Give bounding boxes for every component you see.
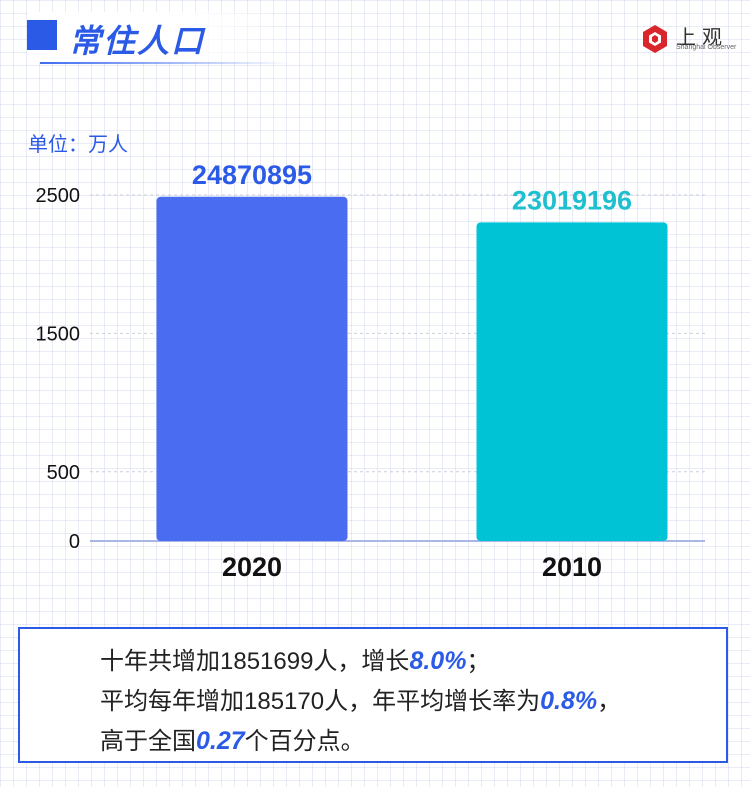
y-tick-label-1500: 1500 (36, 323, 81, 345)
bar-2020 (156, 196, 348, 542)
logo-text: 上观 (676, 25, 728, 49)
shanghai-observer-logo: 上观 Shanghai Observer (640, 22, 740, 56)
summary-box: 十年共增加1851699人，增长8.0%； 平均每年增加185170人，年平均增… (18, 627, 728, 763)
y-tick-label-2500: 2500 (36, 185, 81, 207)
population-bar-chart: 0 500 1500 2500 24870895 2020 23019196 2010 (36, 160, 705, 582)
summary-line-1: 十年共增加1851699人，增长8.0%； (100, 641, 490, 676)
summary-line-2: 平均每年增加185170人，年平均增长率为0.8%， (100, 681, 621, 716)
summary-line-3-text: 高于全国 (100, 728, 196, 755)
summary-line-1-text: 十年共增加1851699人，增长 (100, 648, 410, 675)
y-tick-label-0: 0 (69, 531, 80, 553)
summary-line-2-end: ， (597, 688, 622, 715)
title-banner: 常住人口 (27, 12, 289, 62)
unit-label: 单位：万人 (28, 134, 128, 156)
logo-subtext: Shanghai Observer (676, 44, 737, 51)
title-underline (40, 62, 290, 64)
annual-rate-highlight: 0.8% (540, 687, 598, 715)
growth-rate-highlight: 8.0% (409, 647, 467, 675)
points-highlight: 0.27 (196, 727, 245, 755)
summary-line-3-end: 个百分点。 (244, 728, 365, 755)
logo-icon (643, 25, 667, 53)
bar-2010 (476, 222, 668, 542)
data-label-2010: 23019196 (512, 185, 632, 215)
page-title: 常住人口 (69, 23, 206, 59)
x-tick-label-2020: 2020 (222, 552, 282, 582)
x-tick-label-2010: 2010 (542, 552, 602, 582)
y-tick-label-500: 500 (47, 462, 80, 484)
summary-line-2-text: 平均每年增加185170人，年平均增长率为 (100, 688, 541, 715)
summary-line-3: 高于全国0.27个百分点。 (100, 721, 365, 756)
summary-line-1-end: ； (466, 648, 491, 675)
title-marker (27, 20, 57, 50)
data-label-2020: 24870895 (192, 160, 312, 190)
